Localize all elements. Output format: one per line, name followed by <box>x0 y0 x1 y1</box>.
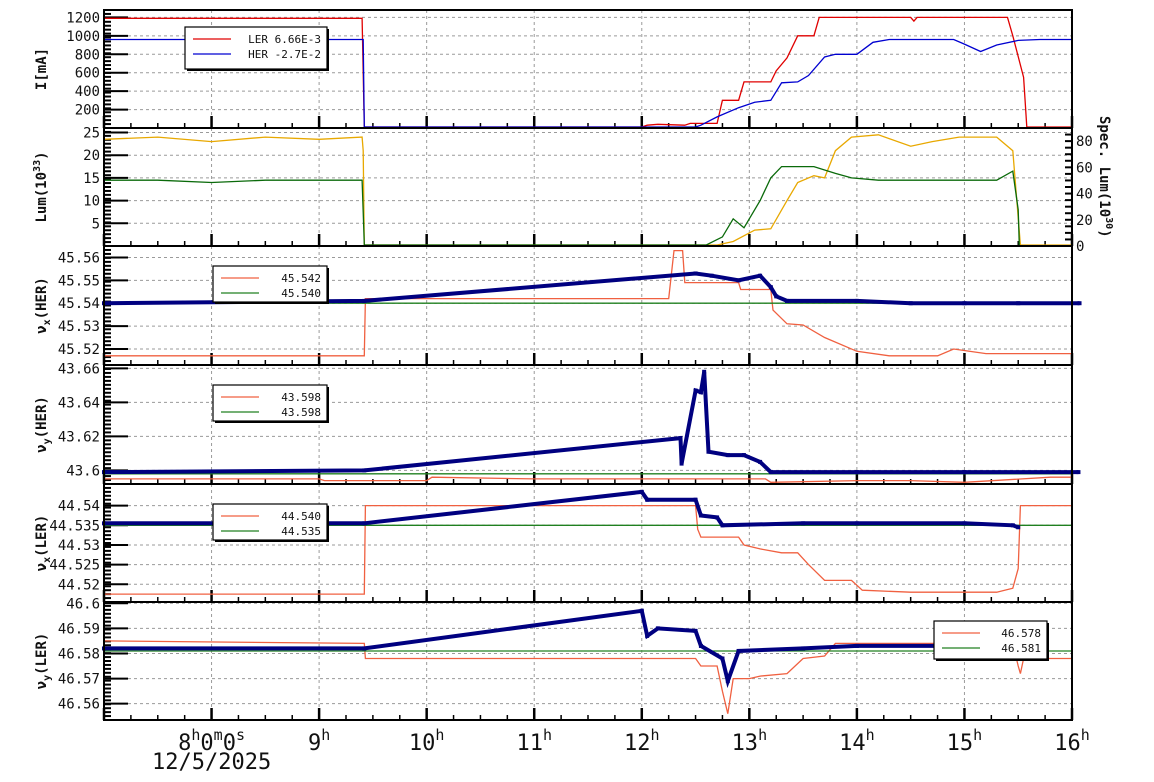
y-tick-label: 43.6 <box>66 463 100 479</box>
y-tick-label: 1000 <box>66 29 100 45</box>
spec-lum-series <box>104 165 1020 246</box>
y-axis-title: νx(LER) <box>34 515 53 572</box>
y-right-tick-label: 0 <box>1076 239 1084 255</box>
y-tick-label: 44.54 <box>58 499 100 515</box>
x-tick-label: 12h <box>624 726 660 756</box>
y-tick-label: 46.6 <box>66 596 100 612</box>
legend-entry: 45.540 <box>281 287 321 300</box>
y-tick-label: 5 <box>92 216 100 232</box>
right-axis-title: Spec. Lum(1030) <box>1096 116 1114 238</box>
y-right-tick-label: 80 <box>1076 134 1093 150</box>
y-tick-label: 45.54 <box>58 296 100 312</box>
y-axis-title: I[mA] <box>34 48 50 90</box>
y-tick-label: 600 <box>75 66 100 82</box>
legend-entry: 45.542 <box>281 272 321 285</box>
legend-entry: 46.581 <box>1001 642 1041 655</box>
y-tick-label: 44.52 <box>58 577 100 593</box>
y-tick-label: 45.56 <box>58 250 100 266</box>
y-right-tick-label: 60 <box>1076 160 1093 176</box>
nu-y-her-panel: 43.6 43.62 43.64 43.66 νy(HER) 43.598 43.598 <box>34 361 1081 485</box>
luminosity-panel: 5 10 15 20 25 0 20 40 60 80 Spec. Lum(1030) Lum(103… <box>32 116 1114 255</box>
y-tick-label: 45.52 <box>58 342 100 358</box>
x-axis-date-label: 12/5/2025 <box>152 750 272 775</box>
y-axis-title: νy(HER) <box>34 396 53 453</box>
x-tick-label: 16h <box>1054 726 1090 756</box>
legend: 43.598 43.598 <box>212 384 329 423</box>
setpoint-series <box>104 249 1073 357</box>
x-tick-label: 10h <box>409 726 445 756</box>
y-tick-label: 44.535 <box>49 518 100 534</box>
legend-entry: LER 6.66E-3 <box>248 33 321 46</box>
y-axis-title: νx(HER) <box>34 277 53 334</box>
y-axis-title: νy(LER) <box>34 633 53 690</box>
legend-entry: HER -2.7E-2 <box>248 48 321 61</box>
legend-entry: 44.540 <box>281 510 321 523</box>
lum-series <box>103 134 1072 246</box>
x-tick-label: 9h <box>308 726 330 756</box>
y-right-tick-label: 40 <box>1076 187 1093 203</box>
x-tick-label: 13h <box>732 726 768 756</box>
y-tick-label: 20 <box>83 148 100 164</box>
setpoint-series <box>104 472 1073 483</box>
legend: 46.578 46.581 <box>933 620 1049 661</box>
y-right-tick-label: 20 <box>1076 213 1093 229</box>
nu-x-ler-panel: 44.52 44.525 44.53 44.535 44.54 νx(LER) 44.540… <box>34 483 1074 603</box>
legend: 45.542 45.540 <box>212 265 329 304</box>
legend-entry: 43.598 <box>281 391 321 404</box>
y-tick-label: 400 <box>75 84 100 100</box>
y-axis-title: Lum(1033) <box>32 151 50 222</box>
y-tick-label: 25 <box>83 126 100 142</box>
y-tick-label: 10 <box>83 194 100 210</box>
measured-tune-series <box>103 271 1080 306</box>
measured-tune-series <box>104 608 1019 689</box>
y-tick-label: 15 <box>83 171 100 187</box>
y-tick-label: 44.53 <box>58 538 100 554</box>
legend: 44.540 44.535 <box>212 503 329 542</box>
y-tick-label: 46.58 <box>58 646 100 662</box>
legend: LER 6.66E-3 HER -2.7E-2 <box>184 26 329 71</box>
y-tick-label: 1200 <box>66 10 100 26</box>
x-tick-label: 15h <box>947 726 983 756</box>
setpoint-series <box>104 504 1072 595</box>
legend-entry: 46.578 <box>1001 627 1041 640</box>
legend-entry: 44.535 <box>281 525 321 538</box>
x-tick-label: 14h <box>839 726 875 756</box>
y-tick-label: 44.525 <box>49 558 100 574</box>
y-tick-label: 46.56 <box>58 697 100 713</box>
current-panel: 200 400 600 800 1000 1200 I[mA] LER 6.66E-3 HER … <box>34 9 1074 129</box>
y-tick-label: 800 <box>75 47 100 63</box>
y-tick-label: 46.59 <box>58 621 100 637</box>
y-tick-label: 46.57 <box>58 672 100 688</box>
setpoint-series <box>103 640 1072 714</box>
legend-entry: 43.598 <box>281 406 321 419</box>
x-axis: 8h0m0s 9h 10h 11h 12h 13h 14h 15h 16h <box>178 726 1090 756</box>
y-tick-label: 43.66 <box>58 361 100 377</box>
y-tick-label: 200 <box>75 103 100 119</box>
y-tick-label: 45.53 <box>58 319 100 335</box>
y-tick-label: 45.55 <box>58 273 100 289</box>
x-tick-label: 11h <box>516 726 552 756</box>
y-tick-label: 43.62 <box>58 429 100 445</box>
her-series <box>104 38 1073 128</box>
y-tick-label: 43.64 <box>58 395 100 411</box>
x-tick-label: 8h0m0s <box>178 726 245 756</box>
